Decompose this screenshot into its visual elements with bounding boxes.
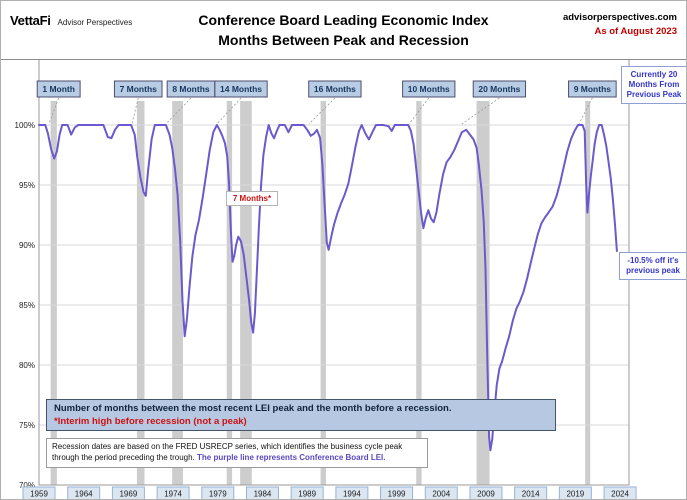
vettafi-logo-text: VettaFi xyxy=(10,13,51,28)
x-axis-tick-label: 1979 xyxy=(209,490,227,499)
recession-band xyxy=(476,101,490,485)
peak-connector-line xyxy=(131,97,139,125)
x-axis-tick-box xyxy=(22,486,56,499)
x-axis-tick-box xyxy=(290,486,324,499)
peak-label: 14 Months xyxy=(220,84,262,94)
x-axis-tick-label: 1974 xyxy=(164,490,182,499)
note-months-box: Number of months between the most recent… xyxy=(46,399,556,431)
x-axis-tick-label: 2009 xyxy=(477,490,495,499)
peak-label-box xyxy=(36,80,81,98)
peak-label: 7 Months xyxy=(120,84,158,94)
chart-title-line1: Conference Board Leading Economic Index xyxy=(198,12,489,28)
x-axis-tick-label: 2014 xyxy=(522,490,540,499)
current-months-callout: Currently 20 Months From Previous Peak xyxy=(621,66,686,104)
peak-connector-line xyxy=(216,97,242,125)
x-axis-tick-label: 1999 xyxy=(388,490,406,499)
x-axis-tick-box xyxy=(558,486,592,499)
note-interim-text: *Interim high before recession (not a pe… xyxy=(54,416,247,427)
x-axis-tick-label: 1964 xyxy=(75,490,93,499)
y-axis-label: 100% xyxy=(15,121,35,130)
x-axis-tick-label: 1969 xyxy=(119,490,137,499)
x-axis-tick-label: 2024 xyxy=(611,490,629,499)
x-axis-tick-box xyxy=(245,486,279,499)
x-axis-tick-label: 1994 xyxy=(343,490,361,499)
y-axis-label: 75% xyxy=(19,421,35,430)
x-axis-tick-label: 2019 xyxy=(566,490,584,499)
note-recession-box: Recession dates are based on the FRED US… xyxy=(46,438,428,468)
peak-label-box xyxy=(472,80,527,98)
x-axis-tick-label: 1984 xyxy=(254,490,272,499)
y-axis-label: 95% xyxy=(19,181,35,190)
peak-label: 8 Months xyxy=(172,84,210,94)
peak-label: 1 Month xyxy=(42,84,75,94)
peak-connector-line xyxy=(408,97,430,125)
x-axis-tick-box xyxy=(424,486,458,499)
y-axis-label: 90% xyxy=(19,241,35,250)
chart-title: Conference Board Leading Economic Index … xyxy=(121,10,566,51)
y-axis-label: 70% xyxy=(19,481,35,490)
x-axis-tick-label: 2004 xyxy=(432,490,450,499)
x-axis-tick-box xyxy=(111,486,145,499)
header: VettaFi Advisor Perspectives Conference B… xyxy=(1,1,686,60)
x-axis-tick-box xyxy=(67,486,101,499)
note-purple-line-text: The purple line represents Conference Bo… xyxy=(197,452,386,462)
recession-band xyxy=(172,101,183,485)
x-axis-tick-label: 1959 xyxy=(30,490,48,499)
y-axis-label: 85% xyxy=(19,301,35,310)
peak-label: 9 Months xyxy=(574,84,612,94)
x-axis-tick-box xyxy=(514,486,548,499)
peak-label-box xyxy=(214,80,268,98)
recession-band xyxy=(585,101,591,485)
x-axis-tick-box xyxy=(335,486,369,499)
source-url: advisorperspectives.com xyxy=(562,12,677,23)
note-months-text: Number of months between the most recent… xyxy=(54,403,452,414)
x-axis-tick-box xyxy=(380,486,414,499)
chart-title-line2: Months Between Peak and Recession xyxy=(218,32,469,49)
peak-label-box xyxy=(113,80,163,98)
x-axis-tick-box xyxy=(469,486,503,499)
recession-band xyxy=(136,101,145,485)
recession-band xyxy=(50,101,57,485)
y-axis-label: 80% xyxy=(19,361,35,370)
off-peak-callout: -10.5% off it's previous peak xyxy=(619,252,686,280)
recession-band xyxy=(226,101,233,485)
peak-label-box xyxy=(308,80,362,98)
advisor-perspectives-label: Advisor Perspectives xyxy=(57,18,133,27)
x-axis-tick-box xyxy=(201,486,235,499)
peak-connector-line xyxy=(578,97,593,125)
vettafi-logo: VettaFi Advisor Perspectives xyxy=(10,12,132,30)
as-of-date: As of August 2023 xyxy=(594,26,677,37)
peak-label-box xyxy=(568,80,617,98)
note-recession-text: Recession dates are based on the FRED US… xyxy=(52,442,403,462)
interim-peak-label: 7 Months* xyxy=(226,191,278,206)
x-axis-tick-label: 1989 xyxy=(298,490,316,499)
x-axis-tick-box xyxy=(156,486,190,499)
peak-connector-line xyxy=(48,97,60,125)
x-axis-tick-box xyxy=(603,486,637,499)
recession-band xyxy=(416,101,422,485)
source-block: advisorperspectives.com As of August 202… xyxy=(563,12,677,37)
recession-band xyxy=(240,101,252,485)
peak-label: 20 Months xyxy=(478,84,520,94)
peak-label: 16 Months xyxy=(314,84,356,94)
recession-band xyxy=(320,101,326,485)
lei-line xyxy=(38,124,618,452)
peak-label: 10 Months xyxy=(408,84,450,94)
peak-label-box xyxy=(402,80,456,98)
